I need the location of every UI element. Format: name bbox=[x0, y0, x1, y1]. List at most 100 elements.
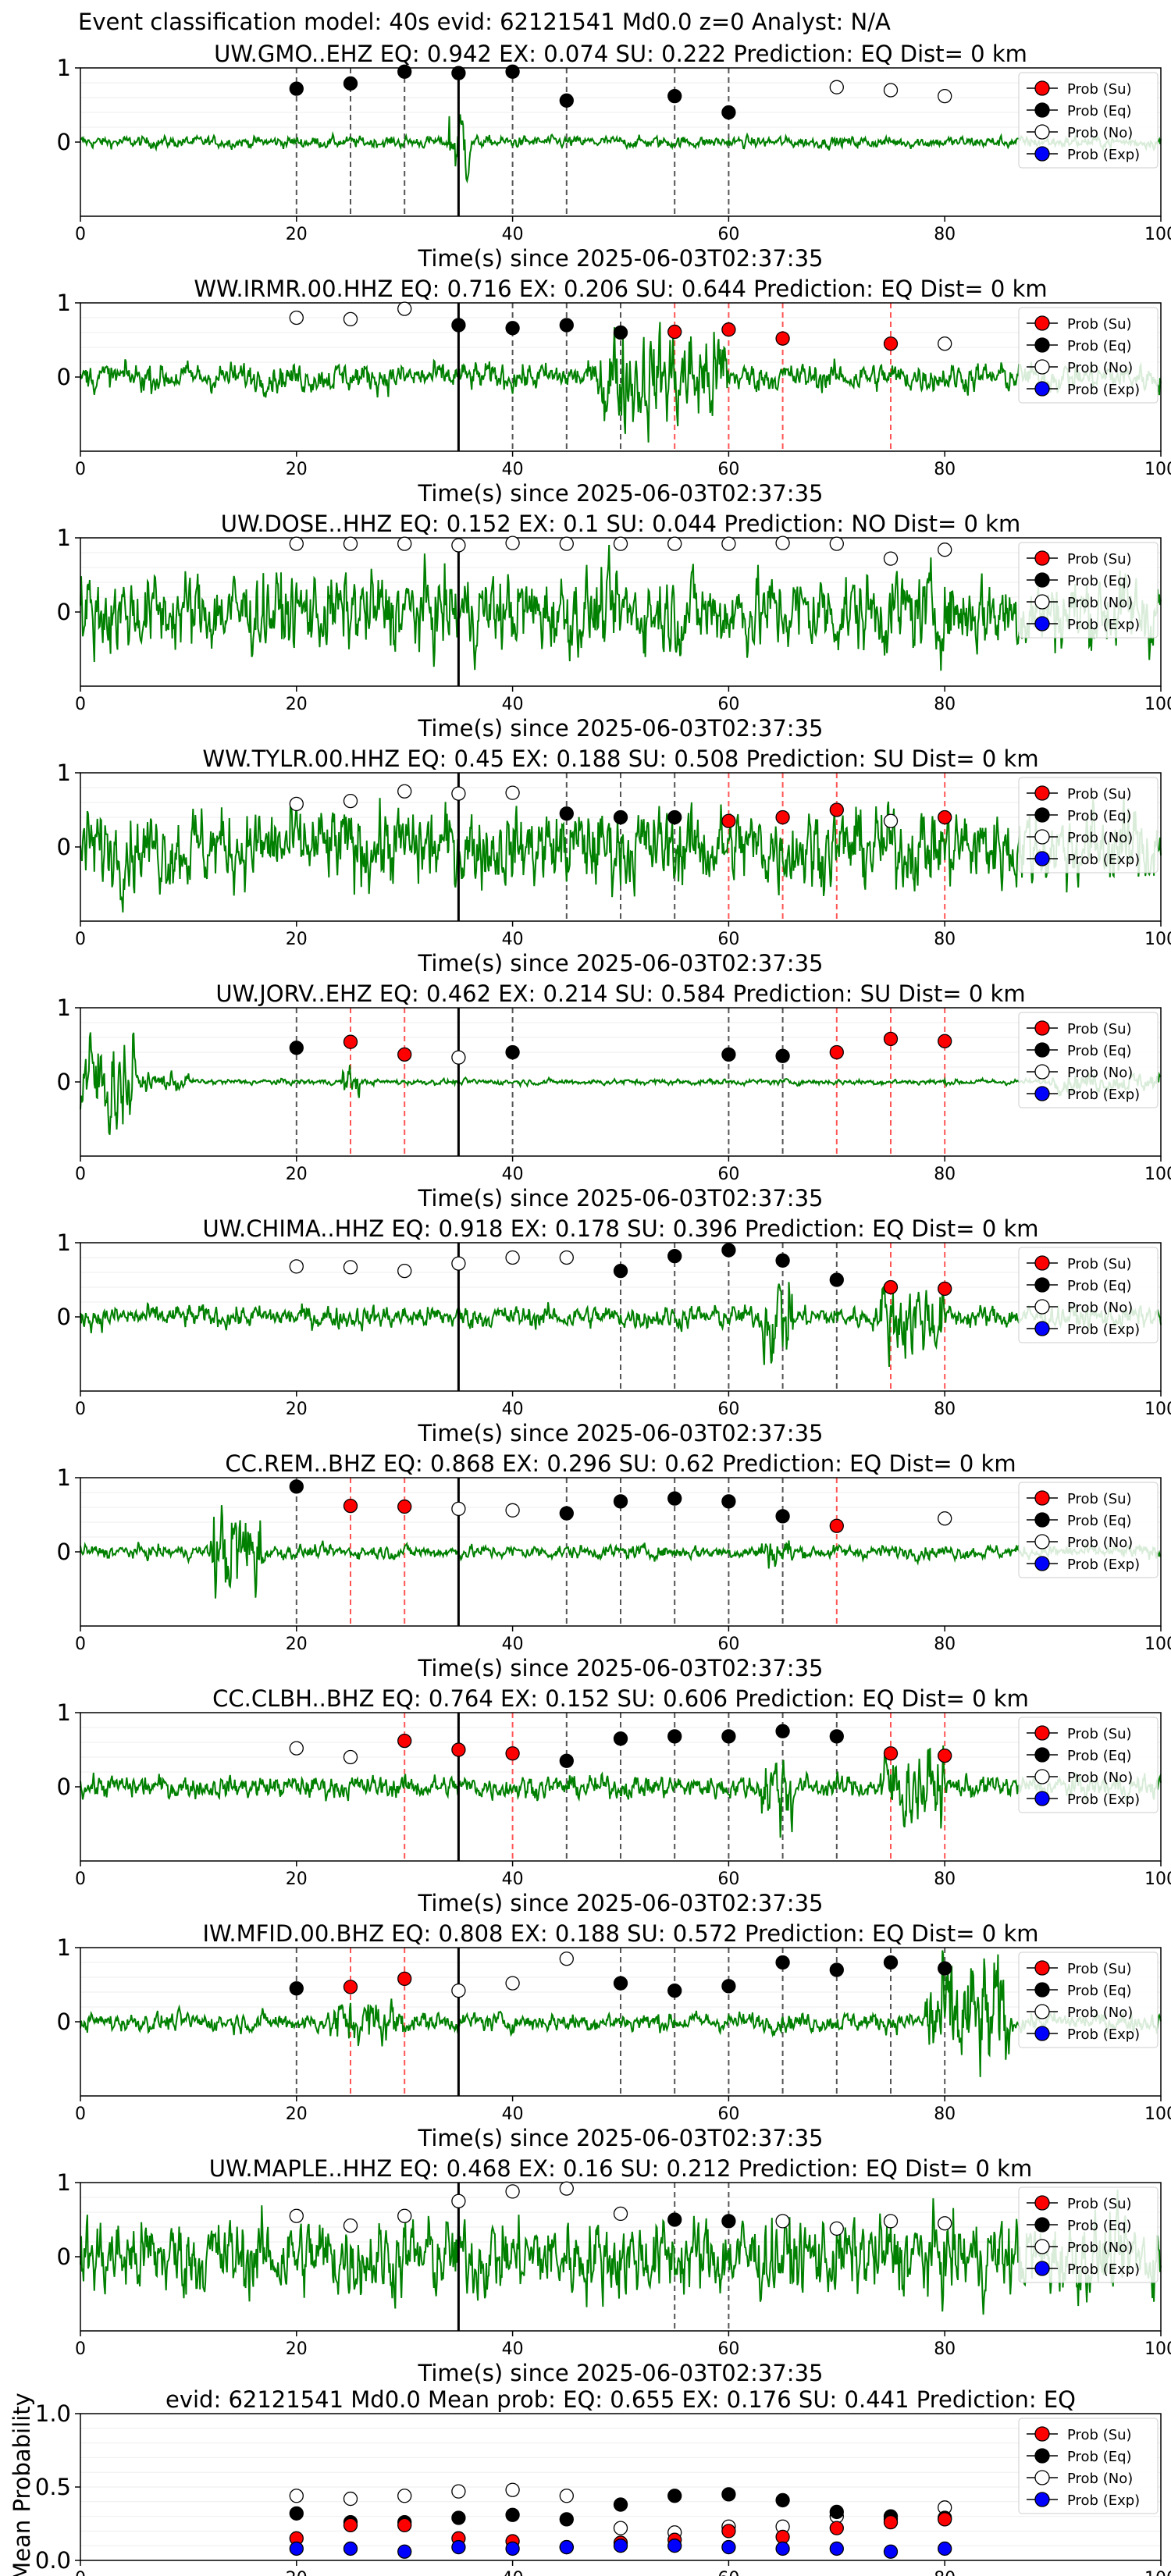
legend-label: Prob (No) bbox=[1067, 1770, 1133, 1786]
legend-label: Prob (Eq) bbox=[1067, 1513, 1132, 1529]
data-point bbox=[451, 318, 466, 333]
legend-label: Prob (Exp) bbox=[1067, 1791, 1140, 1808]
x-tick-label: 0 bbox=[75, 1165, 86, 1184]
data-point bbox=[829, 1272, 844, 1287]
legend-label: Prob (Su) bbox=[1067, 316, 1132, 333]
data-point bbox=[667, 88, 682, 104]
data-point bbox=[667, 1248, 682, 1264]
panel-title: CC.CLBH..BHZ EQ: 0.764 EX: 0.152 SU: 0.6… bbox=[212, 1685, 1029, 1712]
waveform-trace bbox=[80, 793, 1162, 913]
legend-box bbox=[1018, 1012, 1159, 1108]
waveform-trace bbox=[80, 1505, 1162, 1599]
data-point bbox=[559, 1250, 574, 1265]
legend-marker bbox=[1034, 337, 1050, 353]
data-point bbox=[829, 2504, 844, 2520]
data-point bbox=[343, 2517, 358, 2533]
panel-1: 0 20 40 60 80 100 0 1 UW.GMO..EHZ EQ: 0.942 EX: … bbox=[57, 41, 1171, 272]
data-point bbox=[613, 1263, 628, 1279]
data-point bbox=[505, 1976, 520, 1991]
x-tick-label: 60 bbox=[717, 1165, 739, 1184]
legend-marker bbox=[1034, 1960, 1050, 1976]
x-tick-label: 40 bbox=[502, 225, 524, 244]
data-point bbox=[451, 538, 466, 553]
y-tick-label: 1 bbox=[57, 1934, 71, 1961]
data-point bbox=[667, 809, 682, 825]
panel-2: 0 20 40 60 80 100 0 1 WW.IRMR.00.HHZ EQ: 0.716 E… bbox=[57, 276, 1171, 507]
x-tick-label: 100 bbox=[1144, 1400, 1171, 1419]
panel-5: 0 20 40 60 80 100 0 1 UW.JORV..EHZ EQ: 0.462 EX:… bbox=[57, 980, 1171, 1212]
data-point bbox=[721, 105, 736, 120]
legend-marker bbox=[1034, 1556, 1050, 1571]
panel-title: UW.GMO..EHZ EQ: 0.942 EX: 0.074 SU: 0.22… bbox=[214, 41, 1027, 67]
legend-marker bbox=[1034, 102, 1050, 118]
data-point bbox=[721, 2539, 736, 2555]
x-tick-label: 20 bbox=[286, 1400, 308, 1419]
legend-label: Prob (No) bbox=[1067, 595, 1133, 611]
legend-marker bbox=[1034, 1299, 1050, 1315]
x-tick-label: 60 bbox=[717, 1400, 739, 1419]
panel-3: 0 20 40 60 80 100 0 1 UW.DOSE..HHZ EQ: 0.152 EX:… bbox=[57, 511, 1171, 742]
x-axis-label: Time(s) since 2025-06-03T02:37:35 bbox=[418, 1890, 824, 1916]
data-point bbox=[343, 2491, 358, 2507]
data-point bbox=[883, 1279, 899, 1295]
legend-marker bbox=[1034, 594, 1050, 610]
data-point bbox=[343, 76, 358, 91]
data-point bbox=[667, 324, 682, 340]
x-tick-label: 20 bbox=[286, 460, 308, 479]
x-tick-label: 100 bbox=[1144, 2569, 1171, 2576]
x-tick-label: 20 bbox=[286, 930, 308, 949]
legend-label: Prob (Exp) bbox=[1067, 2026, 1140, 2043]
legend-label: Prob (No) bbox=[1067, 2240, 1133, 2256]
x-tick-label: 40 bbox=[502, 2569, 524, 2576]
legend-marker bbox=[1034, 124, 1050, 140]
x-tick-label: 0 bbox=[75, 930, 86, 949]
data-point bbox=[559, 2512, 574, 2527]
data-point bbox=[451, 2510, 466, 2525]
legend-marker bbox=[1034, 1747, 1050, 1763]
data-point bbox=[883, 83, 899, 98]
x-tick-label: 40 bbox=[502, 695, 524, 714]
legend-marker bbox=[1034, 807, 1050, 823]
legend-box bbox=[1018, 1482, 1159, 1578]
data-point bbox=[289, 81, 304, 96]
data-point bbox=[505, 64, 520, 79]
x-tick-label: 60 bbox=[717, 2569, 739, 2576]
x-tick-label: 20 bbox=[286, 2105, 308, 2124]
legend-marker bbox=[1034, 2426, 1050, 2442]
legend-label: Prob (Su) bbox=[1067, 1491, 1132, 1507]
legend-marker bbox=[1034, 785, 1050, 801]
data-point bbox=[883, 1955, 899, 1970]
x-tick-label: 80 bbox=[934, 930, 956, 949]
legend-box bbox=[1018, 72, 1159, 169]
y-tick-label: 1 bbox=[57, 290, 71, 316]
y-tick-label: 0 bbox=[57, 1069, 71, 1095]
x-tick-label: 100 bbox=[1144, 1870, 1171, 1889]
y-tick-label: 0 bbox=[57, 1304, 71, 1330]
data-point bbox=[721, 2487, 736, 2502]
x-tick-label: 60 bbox=[717, 695, 739, 714]
data-point bbox=[667, 536, 682, 551]
legend-label: Prob (Su) bbox=[1067, 786, 1132, 802]
y-tick-label: 0.5 bbox=[35, 2474, 71, 2500]
legend-box bbox=[1018, 1717, 1159, 1813]
x-tick-label: 60 bbox=[717, 460, 739, 479]
legend-marker bbox=[1034, 1769, 1050, 1784]
x-tick-label: 0 bbox=[75, 2569, 86, 2576]
legend-marker bbox=[1034, 1042, 1050, 1058]
waveform-trace bbox=[80, 1282, 1162, 1368]
data-point bbox=[559, 536, 574, 551]
data-point bbox=[883, 2544, 899, 2559]
panel-4: 0 20 40 60 80 100 0 1 WW.TYLR.00.HHZ EQ: 0.45 EX… bbox=[57, 745, 1171, 977]
panel-title: UW.MAPLE..HHZ EQ: 0.468 EX: 0.16 SU: 0.2… bbox=[209, 2155, 1032, 2182]
data-point bbox=[775, 809, 790, 825]
data-point bbox=[451, 1501, 466, 1517]
data-point bbox=[938, 1281, 952, 1297]
data-point bbox=[343, 793, 358, 809]
x-axis-label: Time(s) since 2025-06-03T02:37:35 bbox=[418, 2360, 824, 2386]
waveform-trace bbox=[80, 1745, 1162, 1838]
data-point bbox=[829, 2521, 844, 2535]
data-point bbox=[505, 785, 520, 800]
x-tick-label: 20 bbox=[286, 1165, 308, 1184]
legend-label: Prob (Eq) bbox=[1067, 2449, 1132, 2465]
data-point bbox=[505, 1746, 520, 1761]
